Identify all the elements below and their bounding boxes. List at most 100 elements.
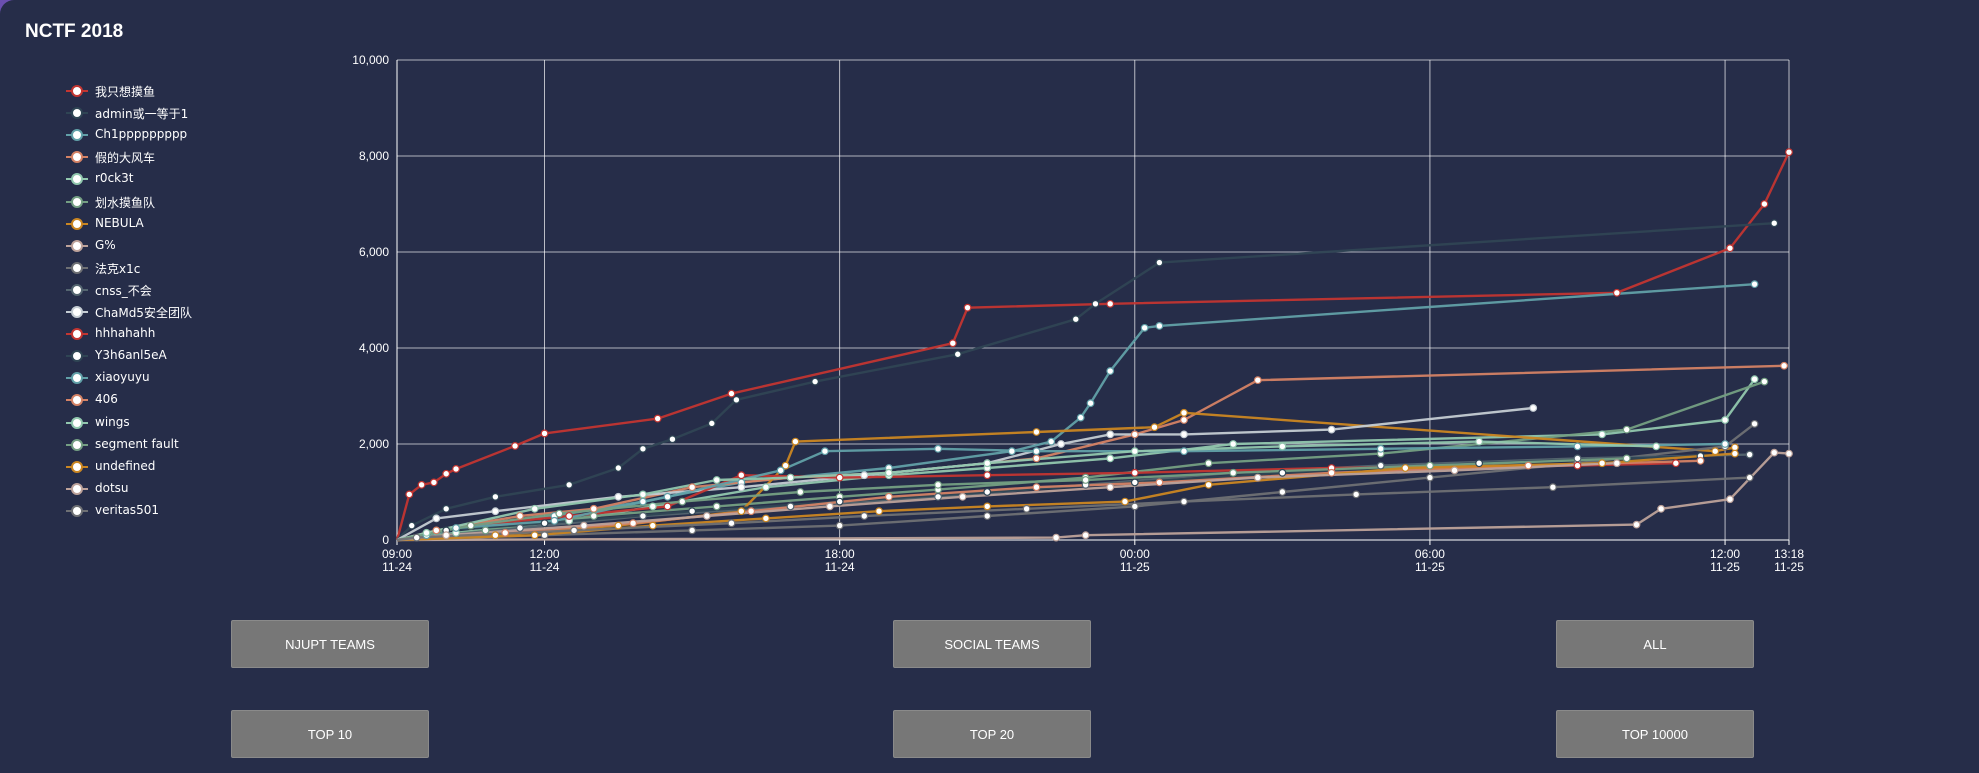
legend-label: hhhahahh <box>95 326 156 341</box>
legend-item[interactable]: 划水摸鱼队 <box>62 193 262 211</box>
series-point-3 <box>589 504 598 513</box>
top-10000-button[interactable]: TOP 10000 <box>1556 710 1754 758</box>
series-point-15 <box>639 490 647 499</box>
x-tick-time-label: 09:00 <box>382 547 412 561</box>
series-point-17 <box>1401 464 1410 472</box>
legend-item[interactable]: wings <box>62 414 262 432</box>
legend-item[interactable]: dotsu <box>62 480 262 498</box>
series-point-15 <box>422 528 431 537</box>
series-point-8 <box>983 512 992 520</box>
series-point-5 <box>589 512 598 520</box>
legend-dot-icon <box>71 482 83 495</box>
series-point-13 <box>934 444 942 453</box>
top-20-button[interactable]: TOP 20 <box>893 710 1091 758</box>
legend-item[interactable]: 我只想摸鱼 <box>62 82 262 100</box>
series-point-7 <box>1052 533 1061 542</box>
series-point-0 <box>1785 148 1793 157</box>
series-point-9 <box>1376 461 1385 470</box>
legend-label: NEBULA <box>95 215 144 230</box>
series-point-0 <box>653 414 662 423</box>
x-tick-date-label: 11-25 <box>1710 560 1740 574</box>
y-tick-label: 2,000 <box>359 437 389 451</box>
series-point-10 <box>860 471 869 480</box>
legend-item[interactable]: 假的大风车 <box>62 148 262 166</box>
legend-item[interactable]: Y3h6anl5eA <box>62 347 262 365</box>
legend-label: r0ck3t <box>95 171 134 186</box>
series-line-18 <box>396 462 1617 542</box>
legend-item[interactable]: G% <box>62 237 262 255</box>
all-teams-button[interactable]: ALL <box>1556 620 1754 668</box>
series-point-15 <box>1278 442 1287 451</box>
legend-item[interactable]: r0ck3t <box>62 170 262 188</box>
series-point-1 <box>811 377 819 386</box>
legend-dot-icon <box>71 151 83 164</box>
series-point-6 <box>791 437 800 446</box>
series-point-11 <box>835 473 844 482</box>
legend-dot-icon <box>71 195 83 208</box>
series-point-1 <box>1071 315 1080 324</box>
series-point-1 <box>1155 258 1164 267</box>
series-point-19 <box>860 512 869 520</box>
series-point-11 <box>1130 468 1139 477</box>
x-tick-date-label: 11-25 <box>1120 560 1150 574</box>
x-tick-date-label: 11-24 <box>382 560 412 574</box>
legend-item[interactable]: 406 <box>62 391 262 409</box>
series-point-2 <box>1086 399 1095 408</box>
legend-item[interactable]: xiaoyuyu <box>62 369 262 387</box>
series-point-15 <box>530 504 539 513</box>
series-point-18 <box>442 531 451 540</box>
legend-dot-icon <box>71 350 83 363</box>
x-tick-date-label: 11-24 <box>530 560 560 574</box>
series-point-0 <box>963 303 972 312</box>
series-point-8 <box>1130 502 1139 511</box>
series-point-13 <box>1376 444 1385 453</box>
series-point-1 <box>732 395 741 404</box>
series-point-6 <box>737 507 746 516</box>
series-point-18 <box>958 492 967 501</box>
legend-item[interactable]: ChaMd5安全团队 <box>62 303 262 321</box>
series-point-9 <box>516 524 524 532</box>
series-point-4 <box>762 483 770 492</box>
series-point-17 <box>530 531 539 540</box>
series-point-1 <box>565 480 574 489</box>
series-point-0 <box>540 429 549 438</box>
series-point-8 <box>688 526 697 535</box>
njupt-teams-button[interactable]: NJUPT TEAMS <box>231 620 429 668</box>
legend-item[interactable]: undefined <box>62 458 262 476</box>
series-point-8 <box>540 531 549 540</box>
series-point-4 <box>648 502 657 511</box>
series-point-17 <box>1598 459 1606 468</box>
series-line-7 <box>396 451 1790 542</box>
legend-item[interactable]: 法克x1c <box>62 259 262 277</box>
legend-label: veritas501 <box>95 502 159 517</box>
legend-dot-icon <box>71 107 83 120</box>
legend-item[interactable]: admin或一等于1 <box>62 104 262 122</box>
series-point-16 <box>796 488 805 496</box>
series-point-2 <box>639 497 647 506</box>
series-point-14 <box>1155 478 1164 487</box>
x-tick-time-label: 00:00 <box>1120 547 1150 561</box>
series-point-19 <box>1549 483 1557 492</box>
legend-item[interactable]: veritas501 <box>62 502 262 520</box>
top-10-button[interactable]: TOP 10 <box>231 710 429 758</box>
series-point-17 <box>762 514 770 523</box>
legend-label: dotsu <box>95 480 129 495</box>
series-point-18 <box>825 502 834 511</box>
series-point-14 <box>884 492 893 501</box>
series-point-17 <box>648 521 657 530</box>
legend-item[interactable]: hhhahahh <box>62 325 262 343</box>
x-tick-time-label: 06:00 <box>1415 547 1445 561</box>
series-point-4 <box>1229 440 1238 448</box>
legend-item[interactable]: cnss_不会 <box>62 281 262 299</box>
legend-item[interactable]: NEBULA <box>62 215 262 233</box>
social-teams-button[interactable]: SOCIAL TEAMS <box>893 620 1091 668</box>
series-point-14 <box>747 507 756 516</box>
legend-item[interactable]: Ch1ppppppppp <box>62 126 262 144</box>
legend-item[interactable]: segment fault <box>62 436 262 454</box>
x-tick-time-label: 13:18 <box>1774 547 1804 561</box>
legend-dot-icon <box>71 416 83 429</box>
x-tick-date-label: 11-25 <box>1415 560 1445 574</box>
series-point-1 <box>614 464 623 472</box>
legend-dot-icon <box>71 85 83 97</box>
